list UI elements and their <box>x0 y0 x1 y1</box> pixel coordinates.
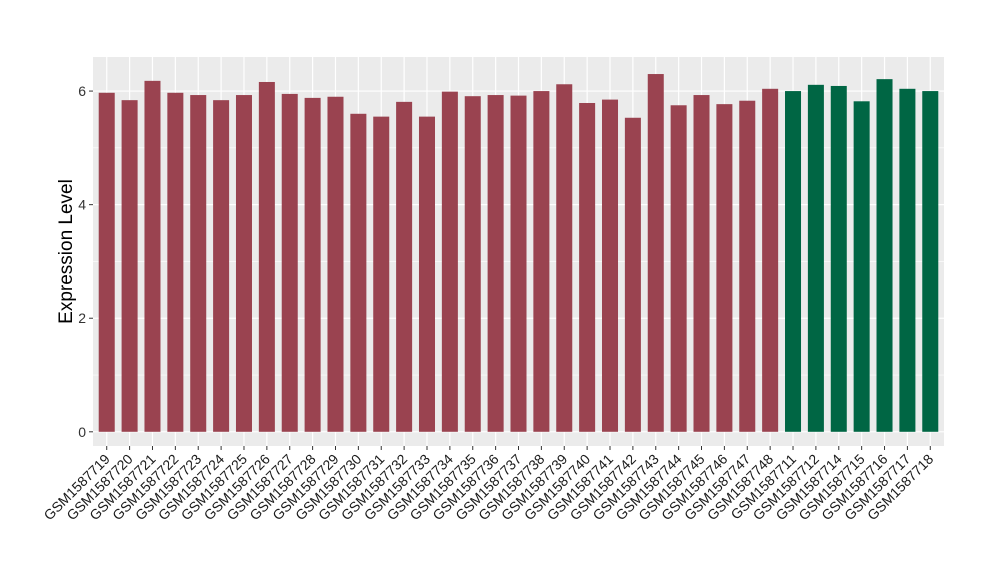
bar <box>213 100 230 432</box>
bar <box>624 117 641 432</box>
bar <box>418 116 436 432</box>
bar <box>785 91 802 432</box>
y-tick-label: 2 <box>78 310 86 326</box>
y-tick-label: 6 <box>78 83 86 99</box>
bar <box>350 113 367 432</box>
bar <box>739 100 756 432</box>
bar <box>373 116 390 432</box>
y-tick-label: 0 <box>78 424 86 440</box>
bar <box>922 91 939 432</box>
bar <box>899 88 916 432</box>
y-axis: 0 2 4 6 <box>78 83 93 440</box>
y-tick-label: 4 <box>78 197 86 213</box>
bar <box>144 80 161 432</box>
bar <box>235 95 252 432</box>
bar <box>167 92 184 432</box>
y-axis-label: Expression Level <box>56 179 77 324</box>
bar <box>441 91 458 432</box>
bar <box>258 81 275 432</box>
bar <box>556 84 573 432</box>
bar <box>716 104 733 432</box>
bar <box>601 99 619 432</box>
bar <box>762 88 779 432</box>
bar <box>121 100 138 432</box>
bars-group <box>98 74 939 432</box>
bar <box>830 85 847 432</box>
bar <box>853 101 870 432</box>
bar <box>281 93 298 432</box>
bar <box>98 92 115 432</box>
bar <box>876 79 893 432</box>
bar <box>807 84 824 432</box>
bar <box>533 91 550 432</box>
x-axis: GSM1587719GSM1587720GSM1587721GSM1587722… <box>40 446 937 523</box>
bar <box>487 95 504 432</box>
bar <box>327 96 344 432</box>
bar <box>510 95 527 432</box>
bar <box>647 74 664 432</box>
bar <box>579 102 596 432</box>
bar <box>670 105 687 432</box>
bar <box>396 101 413 432</box>
bar <box>464 96 481 432</box>
bar <box>304 97 321 432</box>
bar <box>693 95 710 432</box>
bar <box>190 95 207 432</box>
